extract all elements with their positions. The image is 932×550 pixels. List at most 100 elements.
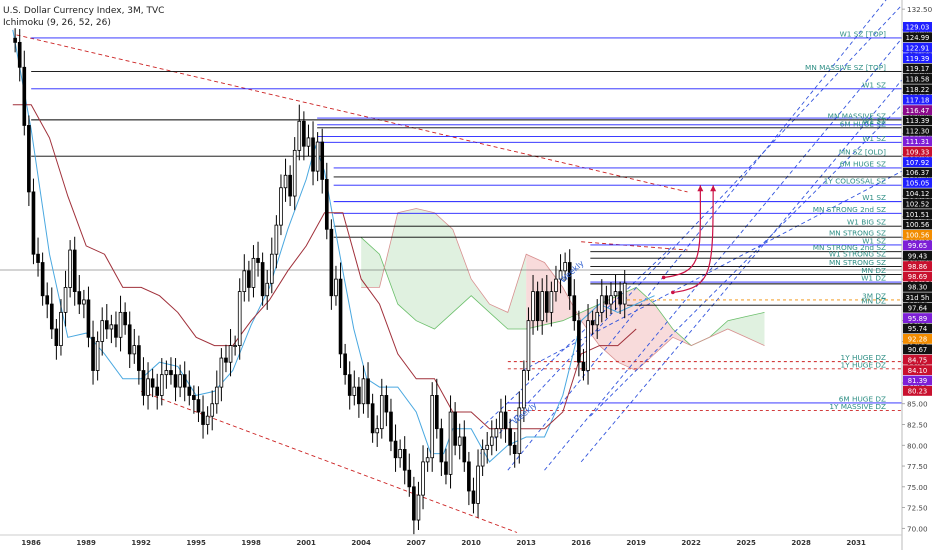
candle — [375, 428, 380, 434]
price-tag-label: 112.30 — [906, 128, 930, 136]
candle — [100, 320, 105, 342]
x-tick-label: 2004 — [351, 539, 371, 547]
price-tag-label: 99.65 — [908, 242, 927, 250]
zone-label: W1 STRONG SZ — [829, 250, 886, 259]
price-tag — [903, 271, 932, 282]
candle — [398, 449, 402, 459]
x-tick-label: 2031 — [846, 539, 866, 547]
candle — [233, 345, 237, 347]
candle — [22, 66, 27, 126]
zone-label: 6M HUGE DZ — [839, 394, 886, 403]
trendline — [544, 37, 903, 471]
price-tag — [903, 115, 932, 126]
price-tag-label: 97.64 — [908, 304, 927, 312]
candle — [13, 37, 17, 43]
candle — [251, 257, 256, 288]
candle — [159, 374, 164, 396]
candle — [444, 461, 448, 475]
zone-lines — [0, 37, 902, 411]
candle — [210, 403, 215, 417]
candles[interactable] — [13, 28, 627, 535]
candle — [141, 370, 146, 396]
candle — [544, 291, 549, 313]
candle — [247, 270, 251, 288]
candle — [182, 374, 187, 388]
candle — [558, 270, 563, 280]
candle — [590, 320, 595, 326]
x-tick-label: 2022 — [681, 539, 701, 547]
x-tick-label: 2016 — [571, 539, 591, 547]
candle — [205, 415, 210, 425]
candle — [613, 291, 618, 297]
y-tick-label: 75.00 — [907, 483, 928, 492]
price-tag-label: 92.28 — [908, 336, 927, 344]
price-tag — [903, 188, 932, 199]
candle — [439, 428, 444, 463]
candle — [155, 386, 160, 396]
candle — [604, 295, 609, 305]
price-tag — [903, 219, 932, 230]
price-tag-label: 98.86 — [908, 263, 927, 271]
candle — [150, 378, 155, 388]
candle — [302, 120, 306, 147]
price-tag — [903, 178, 932, 188]
price-tag — [903, 84, 932, 95]
price-tag — [903, 240, 932, 251]
candle — [453, 411, 457, 446]
candle — [462, 436, 467, 463]
arrow-origin — [671, 290, 675, 295]
candle — [137, 345, 141, 371]
price-tag — [903, 42, 932, 53]
price-tag-label: 109.33 — [906, 148, 930, 156]
candle — [535, 291, 540, 322]
candle — [192, 395, 196, 400]
candle — [324, 179, 329, 230]
price-tag-label: 95.89 — [908, 315, 927, 323]
zone-label: MN MASSIVE SZ [TOP] — [805, 63, 886, 72]
price-tag-label: 124.99 — [906, 34, 930, 42]
candle — [31, 191, 36, 255]
trendline — [480, 245, 674, 429]
candle — [274, 224, 279, 255]
candle — [114, 324, 118, 338]
candle — [609, 295, 613, 305]
arrow-origin — [661, 275, 666, 280]
price-axis[interactable]: 70.0072.5075.0077.5080.0082.5085.0087.50… — [901, 0, 932, 550]
candle — [45, 295, 50, 305]
candle — [187, 386, 192, 396]
time-axis[interactable]: 1986 1989 1992 1995 1998 2001 2004 2007 2010 2013… — [0, 534, 902, 547]
candle — [77, 291, 82, 305]
zone-label: MN SZ [OLD] — [839, 148, 886, 157]
price-tag — [903, 323, 932, 334]
x-tick-label: 2010 — [461, 539, 481, 547]
candle — [361, 378, 366, 405]
projection-arrow — [663, 185, 701, 279]
price-tag-label: 105.05 — [906, 180, 930, 188]
price-tag-label: 122.91 — [906, 44, 930, 52]
candle — [118, 311, 123, 338]
price-tag — [903, 230, 932, 240]
price-tag — [903, 74, 932, 84]
candle — [485, 444, 490, 450]
price-tag-label: 117.18 — [906, 96, 930, 104]
candle — [476, 465, 480, 504]
candle — [480, 449, 485, 467]
trendline — [480, 4, 903, 454]
candle — [27, 125, 31, 193]
kijun-line — [12, 104, 637, 430]
candle — [173, 374, 178, 388]
candle — [549, 291, 554, 313]
zone-label: W1 BIG SZ — [847, 218, 886, 227]
candle — [36, 253, 40, 263]
price-tag-label: 116.47 — [906, 107, 930, 115]
candle — [95, 341, 100, 371]
price-tag-label: 113.39 — [906, 117, 930, 125]
zone-label: 3M DZ — [862, 291, 886, 300]
price-tag — [903, 105, 932, 115]
price-tag-label: 98.30 — [908, 284, 927, 292]
candle — [531, 291, 535, 322]
candle — [622, 282, 627, 305]
y-tick-label: 82.50 — [907, 421, 928, 430]
candle — [499, 411, 503, 430]
